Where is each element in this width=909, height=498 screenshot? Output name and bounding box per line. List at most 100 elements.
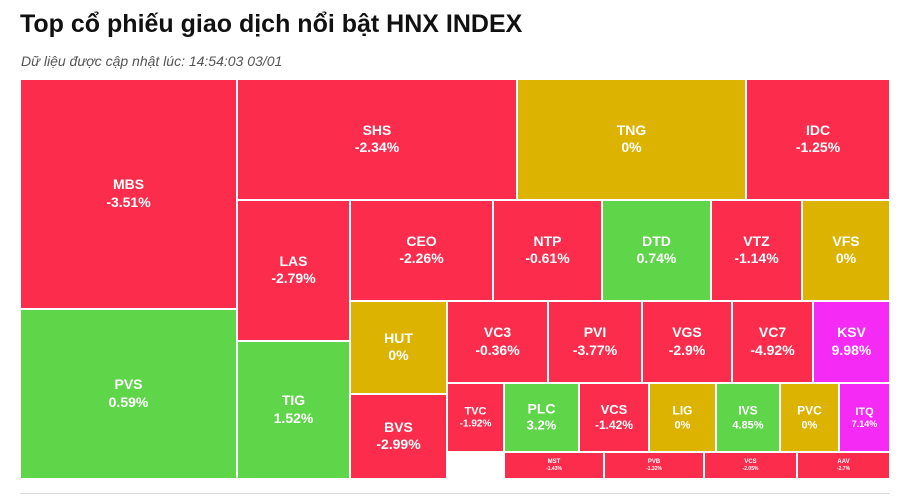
cell-label: PVB -1.32% [605, 458, 703, 472]
treemap-cell-ntp[interactable]: NTP -0.61% [493, 200, 602, 301]
cell-label: VCS -1.42% [580, 402, 648, 434]
treemap-cell-idc[interactable]: IDC -1.25% [746, 79, 890, 200]
price-change: -4.92% [750, 342, 795, 358]
stock-symbol: TNG [616, 121, 647, 138]
stock-symbol: KSV [837, 324, 866, 341]
cell-label: ITQ 7.14% [840, 405, 889, 431]
price-change: 4.85% [732, 419, 764, 432]
stock-symbol: PVI [583, 324, 607, 341]
treemap-cell-mst[interactable]: MST -1.43% [504, 452, 604, 479]
price-change: 0% [621, 139, 642, 156]
cell-label: TIG 1.52% [238, 392, 349, 428]
treemap-cell-hut[interactable]: HUT 0% [350, 301, 447, 394]
cell-label: IVS 4.85% [717, 403, 779, 432]
treemap-cell-vfs[interactable]: VFS 0% [802, 200, 890, 301]
price-change: -2.34% [354, 139, 400, 156]
treemap-cell-bvs[interactable]: BVS -2.99% [350, 394, 447, 479]
price-change: -1.43% [546, 466, 562, 473]
price-change: -1.42% [594, 418, 634, 433]
stock-symbol: PLC [527, 400, 556, 417]
cell-label: IDC -1.25% [747, 122, 889, 158]
treemap-cell-tvc[interactable]: TVC -1.92% [447, 383, 504, 452]
treemap-cell-itq[interactable]: ITQ 7.14% [839, 383, 890, 452]
treemap-cell-shs[interactable]: SHS -2.34% [237, 79, 517, 200]
price-change: -2.7% [836, 466, 851, 473]
update-timestamp: Dữ liệu được cập nhật lúc: 14:54:03 03/0… [21, 53, 283, 69]
treemap-cell-dtd[interactable]: DTD 0.74% [602, 200, 711, 301]
stock-symbol: DTD [642, 232, 671, 249]
treemap-cell-vcs[interactable]: VCS -2.05% [704, 452, 797, 479]
price-change: -0.36% [475, 342, 520, 358]
treemap-cell-pvs[interactable]: PVS 0.59% [20, 309, 237, 479]
price-change: 9.98% [831, 342, 872, 358]
price-change: -1.92% [459, 418, 492, 430]
treemap-cell-vc7[interactable]: VC7 -4.92% [732, 301, 813, 383]
price-change: -1.14% [734, 250, 779, 267]
treemap-cell-aav[interactable]: AAV -2.7% [797, 452, 890, 479]
price-change: -2.99% [376, 436, 421, 453]
stock-symbol: SHS [362, 121, 392, 138]
price-change: -2.79% [271, 270, 316, 287]
stock-symbol: LIG [672, 402, 693, 417]
stock-symbol: VFS [832, 232, 860, 249]
cell-label: SHS -2.34% [238, 122, 516, 158]
stock-symbol: PVS [114, 376, 143, 393]
price-change: -0.61% [525, 250, 570, 267]
price-change: -3.51% [106, 194, 151, 210]
cell-label: DTD 0.74% [603, 233, 710, 269]
price-change: -3.77% [572, 342, 618, 358]
stock-symbol: IDC [805, 121, 831, 138]
cell-label: PLC 3.2% [505, 400, 578, 435]
stock-symbol: MBS [112, 176, 145, 193]
cell-label: CEO -2.26% [351, 233, 492, 269]
treemap-cell-tng[interactable]: TNG 0% [517, 79, 746, 200]
treemap-cell-pvb[interactable]: PVB -1.32% [604, 452, 704, 479]
treemap-cell-vc3[interactable]: VC3 -0.36% [447, 301, 548, 383]
page-title: Top cổ phiếu giao dịch nổi bật HNX INDEX [20, 10, 523, 38]
stock-symbol: VCS [600, 401, 628, 417]
stock-symbol: VTZ [743, 232, 770, 249]
treemap-cell-vcs[interactable]: VCS -1.42% [579, 383, 649, 452]
price-change: 0.74% [636, 250, 677, 267]
cell-label: HUT 0% [351, 330, 446, 366]
treemap-cell-pvi[interactable]: PVI -3.77% [548, 301, 642, 383]
cell-label: PVI -3.77% [549, 324, 641, 360]
treemap-cell-vtz[interactable]: VTZ -1.14% [711, 200, 802, 301]
cell-label: TNG 0% [518, 122, 745, 158]
stock-symbol: PVB [647, 458, 661, 465]
cell-label: AAV -2.7% [798, 458, 889, 472]
treemap-cell-pvc[interactable]: PVC 0% [780, 383, 839, 452]
stock-symbol: NTP [533, 232, 562, 249]
stock-symbol: IVS [738, 402, 758, 417]
price-change: -1.32% [646, 466, 662, 473]
treemap-cell-mbs[interactable]: MBS -3.51% [20, 79, 237, 309]
price-change: 0% [801, 419, 818, 432]
cell-label: MST -1.43% [505, 458, 603, 472]
price-change: 3.2% [526, 418, 557, 434]
price-change: -2.26% [399, 250, 444, 267]
cell-label: VFS 0% [803, 233, 889, 269]
stock-symbol: VC3 [483, 324, 512, 341]
treemap-cell-lig[interactable]: LIG 0% [649, 383, 716, 452]
treemap-cell-vgs[interactable]: VGS -2.9% [642, 301, 732, 383]
treemap-cell-plc[interactable]: PLC 3.2% [504, 383, 579, 452]
price-change: -2.05% [742, 466, 759, 473]
cell-label: NTP -0.61% [494, 233, 601, 269]
treemap-cell-ceo[interactable]: CEO -2.26% [350, 200, 493, 301]
divider [20, 493, 890, 494]
stock-symbol: CEO [406, 232, 437, 249]
treemap-cell-las[interactable]: LAS -2.79% [237, 200, 350, 341]
treemap-cell-ksv[interactable]: KSV 9.98% [813, 301, 890, 383]
price-change: 0% [835, 250, 857, 267]
price-change: 0.59% [108, 394, 149, 410]
cell-label: VGS -2.9% [643, 324, 731, 360]
stock-symbol: AAV [837, 458, 850, 465]
stock-symbol: TVC [464, 405, 487, 418]
stock-symbol: VC7 [758, 324, 787, 341]
price-change: 0% [388, 347, 409, 364]
price-change: 7.14% [851, 418, 878, 429]
cell-label: BVS -2.99% [351, 419, 446, 455]
treemap-cell-tig[interactable]: TIG 1.52% [237, 341, 350, 479]
treemap-cell-ivs[interactable]: IVS 4.85% [716, 383, 780, 452]
stock-symbol: TIG [281, 392, 306, 409]
